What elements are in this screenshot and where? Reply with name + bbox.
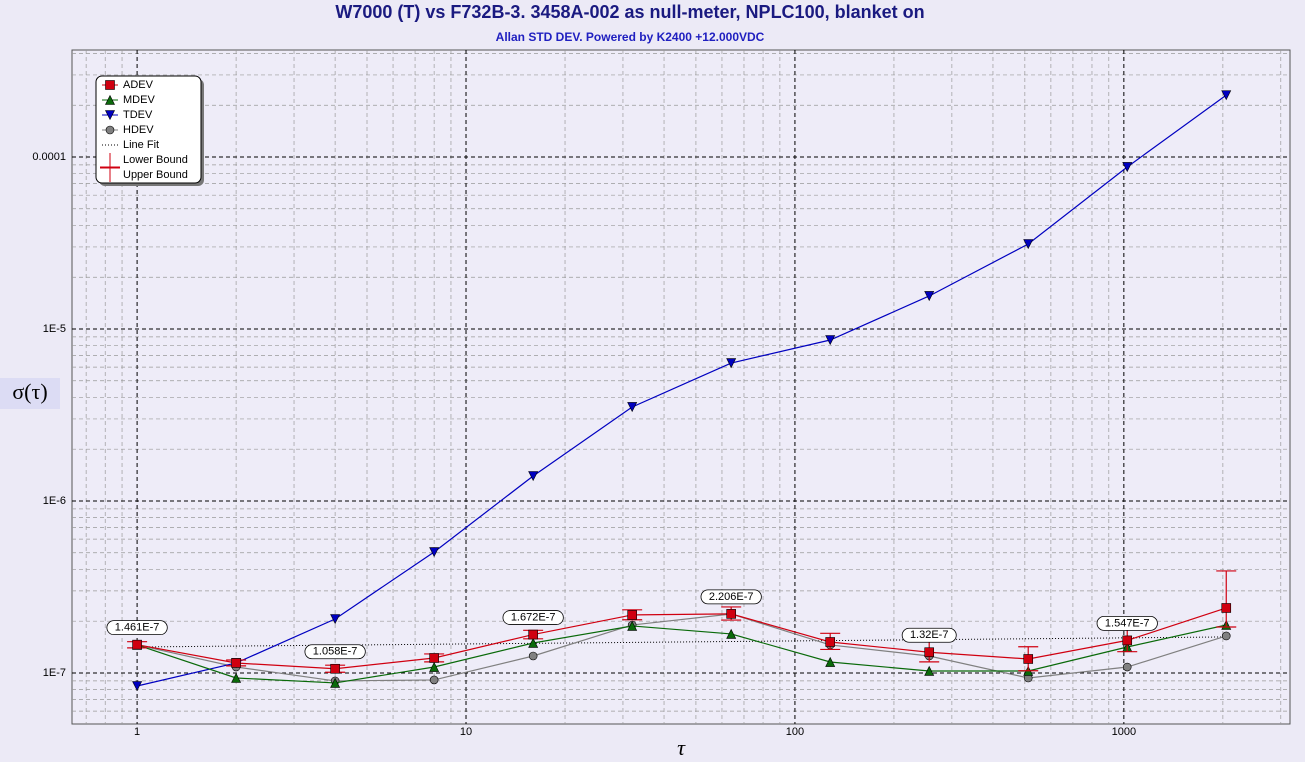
data-label-box [700, 589, 762, 605]
legend-label: TDEV [123, 109, 153, 121]
marker [1221, 603, 1232, 613]
y-label-box [0, 378, 60, 409]
marker [924, 291, 935, 302]
marker [825, 637, 835, 647]
marker [231, 658, 241, 668]
chart-subtitle: Allan STD DEV. Powered by K2400 +12.000V… [496, 30, 765, 44]
legend-marker [105, 125, 115, 135]
data-label: 1.461E-7 [115, 622, 160, 634]
marker [825, 656, 836, 667]
legend-label: Lower Bound [123, 154, 188, 166]
legend-label: ADEV [123, 79, 154, 91]
y-axis-label: σ(τ) [12, 379, 47, 404]
marker [429, 653, 439, 663]
data-label-box [502, 610, 564, 625]
marker [1023, 654, 1034, 664]
marker [429, 547, 440, 558]
series-line [136, 607, 1227, 670]
legend-label: Upper Bound [123, 169, 188, 181]
marker [726, 628, 737, 639]
series-line [136, 94, 1227, 687]
marker [1023, 239, 1034, 250]
marker [1122, 635, 1133, 646]
marker [330, 614, 341, 625]
x-tick-label: 1000 [1112, 726, 1136, 738]
x-tick-label: 1 [134, 726, 140, 738]
marker [627, 620, 638, 631]
marker [429, 661, 440, 672]
marker [1122, 162, 1133, 173]
legend-label: Line Fit [123, 139, 159, 151]
marker [726, 358, 737, 369]
data-label: 2.206E-7 [709, 591, 754, 603]
marker [825, 335, 836, 346]
marker [429, 675, 439, 685]
data-label: 1.058E-7 [313, 646, 358, 658]
legend-marker [105, 110, 115, 121]
marker [330, 663, 340, 674]
marker [132, 681, 143, 692]
marker [528, 637, 539, 648]
chart-title: W7000 (T) vs F732B-3. 3458A-002 as null-… [335, 2, 924, 22]
data-label-box [901, 627, 957, 643]
legend-box [95, 75, 202, 184]
legend-marker [105, 80, 115, 90]
data-label-box [1096, 615, 1158, 631]
marker [924, 665, 935, 676]
y-tick-label: 1E-7 [43, 667, 66, 679]
legend-label: HDEV [123, 124, 154, 136]
marker [1221, 90, 1232, 101]
data-label: 1.32E-7 [910, 629, 949, 641]
marker [528, 471, 539, 482]
marker [1221, 631, 1231, 641]
marker [132, 639, 142, 650]
data-label: 1.672E-7 [511, 611, 556, 623]
y-tick-label: 1E-6 [43, 495, 66, 507]
series-line [136, 613, 1227, 682]
plot-area [71, 49, 1291, 725]
data-label-box [304, 644, 366, 660]
series-line [136, 624, 1227, 684]
error-bar [1216, 570, 1237, 628]
marker [627, 610, 637, 620]
marker [627, 402, 638, 413]
y-tick-label: 1E-5 [43, 323, 66, 335]
x-axis-label: τ [677, 735, 686, 760]
data-label-box [106, 620, 168, 636]
legend-label: MDEV [123, 94, 155, 106]
x-tick-label: 10 [460, 726, 472, 738]
y-tick-label: 0.0001 [32, 151, 66, 163]
data-label: 1.547E-7 [1105, 617, 1150, 629]
marker [1122, 662, 1132, 672]
marker [231, 672, 242, 683]
x-tick-label: 100 [786, 726, 804, 738]
marker [726, 609, 736, 619]
marker [330, 677, 341, 688]
marker [924, 647, 935, 658]
marker [528, 629, 538, 640]
marker [528, 651, 538, 661]
legend-marker [105, 94, 115, 105]
